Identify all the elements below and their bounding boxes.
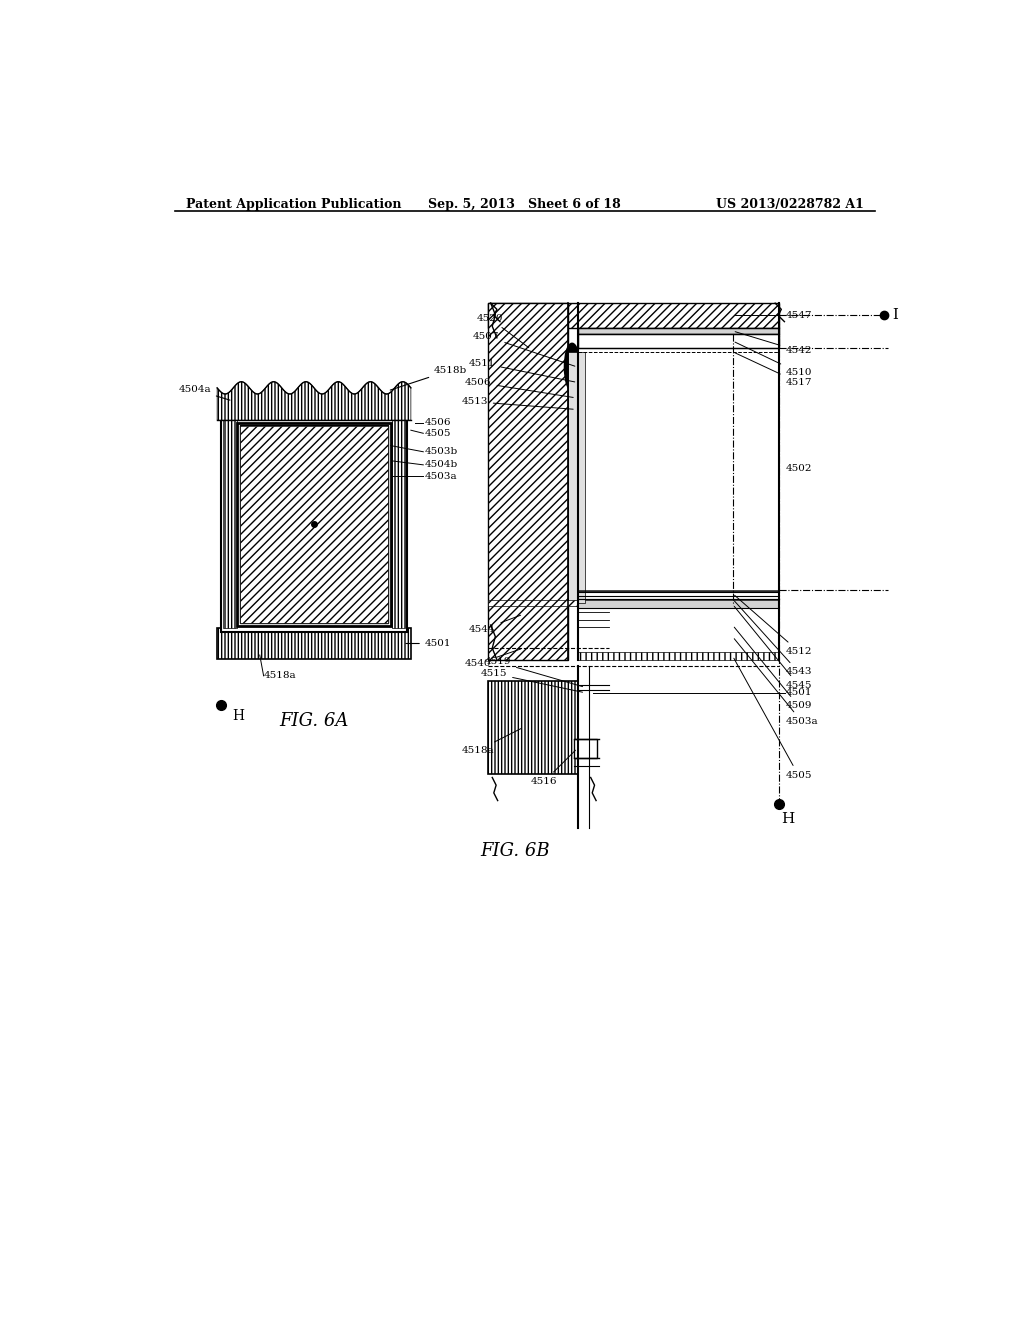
Bar [578,652,779,660]
Text: 4510: 4510 [735,342,812,378]
Bar [573,739,597,758]
Text: 4507: 4507 [473,331,574,366]
Text: 4511: 4511 [469,359,574,381]
Text: 4503b: 4503b [425,447,458,457]
Text: 4512: 4512 [734,595,812,656]
Text: 4518b: 4518b [390,366,467,391]
Bar [240,425,388,623]
Text: FIG. 6A: FIG. 6A [280,711,349,730]
Bar [568,355,581,409]
Text: 4547: 4547 [735,312,812,319]
Bar [578,334,779,348]
Text: 4503a: 4503a [734,639,818,726]
Text: 4501: 4501 [406,639,452,648]
Bar [488,681,578,774]
Text: 4543: 4543 [734,601,812,676]
Text: 4545: 4545 [734,606,812,689]
Text: FIG. 6B: FIG. 6B [480,842,550,859]
Text: 4504b: 4504b [425,461,458,470]
Bar [578,327,779,334]
Text: US 2013/0228782 A1: US 2013/0228782 A1 [717,198,864,211]
Text: 4506: 4506 [425,418,452,426]
Text: 4516: 4516 [531,750,575,785]
Text: 4509: 4509 [734,627,812,710]
Text: 4540: 4540 [465,649,520,668]
Bar [568,351,586,603]
Bar [217,628,411,659]
Bar [488,304,779,327]
Polygon shape [217,381,411,420]
Text: 4505: 4505 [734,659,812,780]
Text: I: I [888,309,898,322]
Text: 4502: 4502 [785,465,812,473]
Text: 4504a: 4504a [178,385,230,400]
Text: 4513: 4513 [461,397,573,409]
Text: H: H [232,709,245,723]
Bar [488,681,578,774]
Text: 4505: 4505 [425,429,452,438]
Text: 4506: 4506 [465,378,573,397]
Bar [488,601,578,606]
Text: 4542: 4542 [735,331,812,355]
Text: 4544: 4544 [469,615,520,634]
Text: H: H [781,812,795,826]
Text: Patent Application Publication: Patent Application Publication [186,198,401,211]
Text: 4517: 4517 [735,352,812,387]
Text: 4519: 4519 [484,657,583,686]
Text: 4520: 4520 [477,314,528,347]
Bar [222,420,237,628]
Text: 4518a: 4518a [263,672,296,680]
Ellipse shape [565,345,579,391]
Text: 4501: 4501 [785,688,812,697]
Text: Sep. 5, 2013   Sheet 6 of 18: Sep. 5, 2013 Sheet 6 of 18 [428,198,622,211]
Text: 4515: 4515 [480,669,583,692]
Bar [391,420,406,628]
Text: 4503a: 4503a [425,473,458,480]
Bar [488,304,568,660]
Bar [241,425,388,623]
Bar [578,601,779,609]
Text: 4518a: 4518a [461,729,521,755]
Bar [238,422,391,626]
Bar [221,416,407,632]
